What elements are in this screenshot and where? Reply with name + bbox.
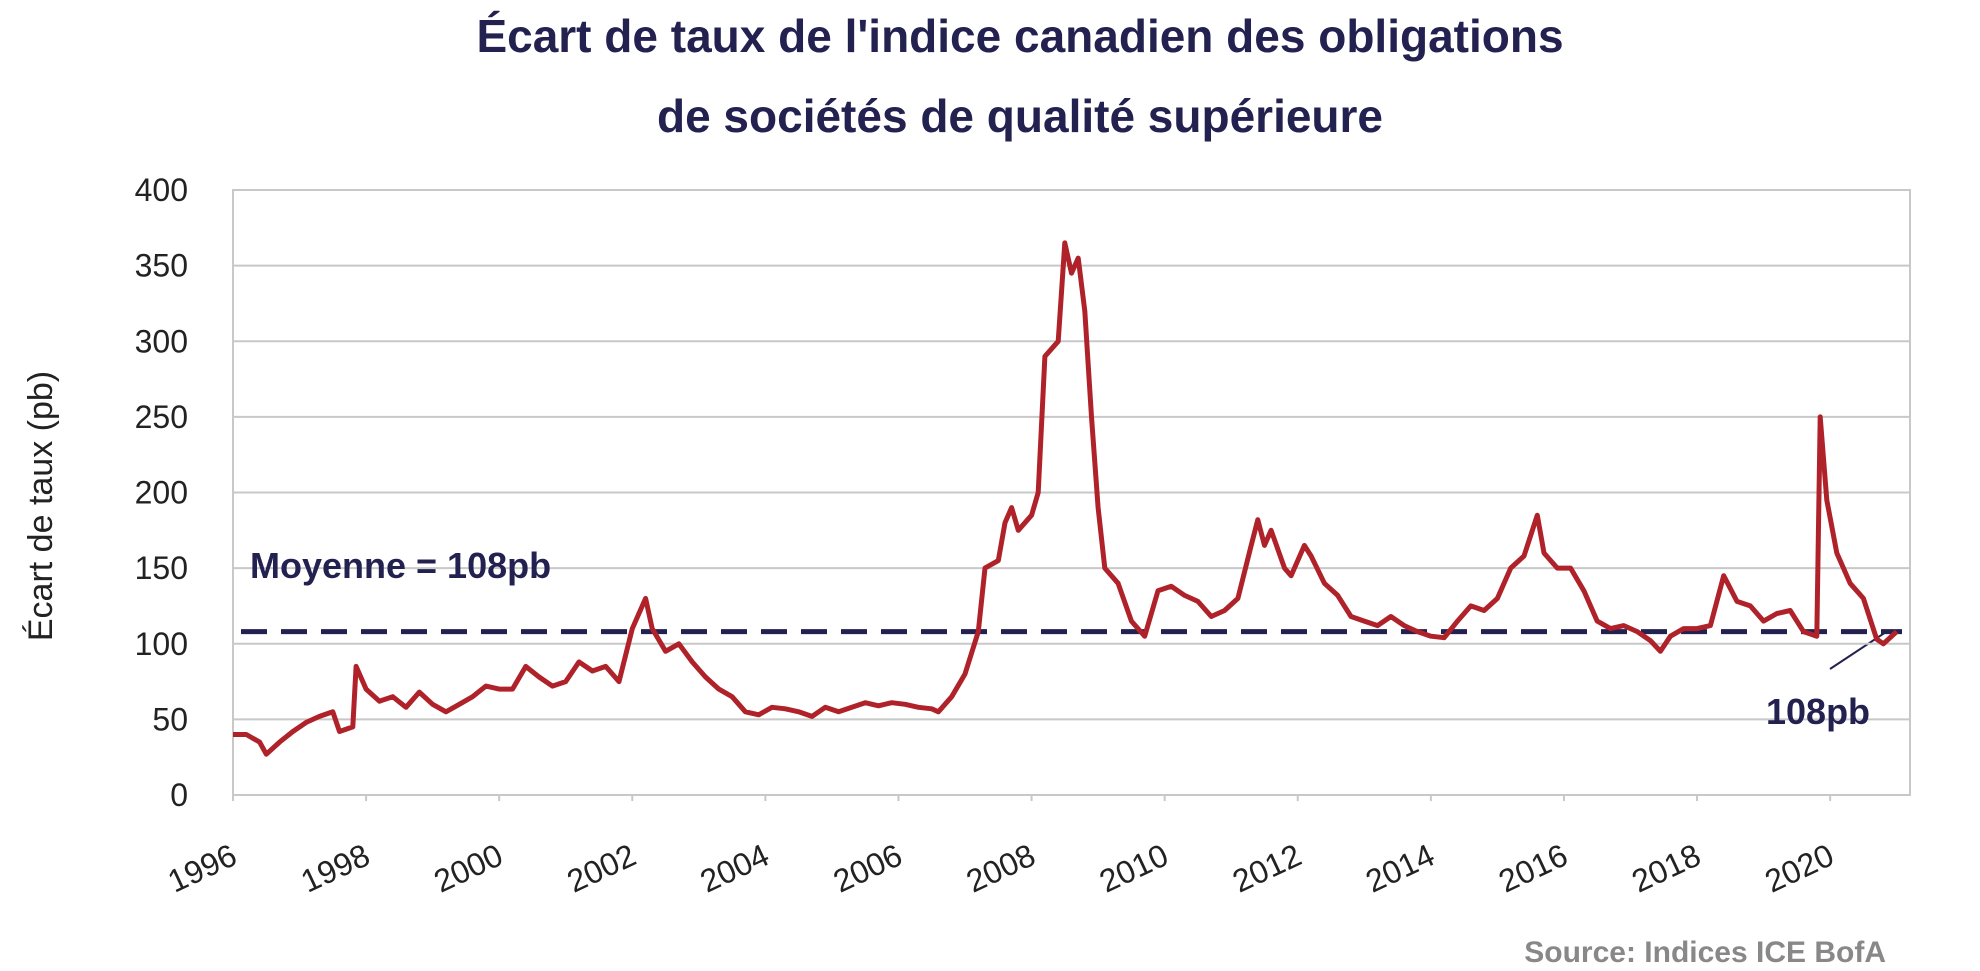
x-tick-label: 2008	[961, 837, 1041, 900]
source: Source: Indices ICE BofA	[1524, 936, 1886, 969]
x-tick-label: 1996	[162, 837, 242, 900]
x-tick-label: 2002	[562, 837, 642, 900]
x-tick-label: 2012	[1227, 837, 1307, 900]
data-line	[233, 240, 1899, 757]
y-tick-label: 0	[170, 777, 188, 813]
x-tick-label: 2016	[1493, 837, 1573, 900]
chart-title: de sociétés de qualité supérieure	[657, 90, 1383, 142]
y-axis-label: Écart de taux (pb)	[22, 371, 60, 641]
y-tick-label: 150	[135, 550, 188, 586]
y-tick-label: 400	[135, 172, 188, 208]
mean-label: Moyenne = 108pb	[250, 545, 551, 586]
y-tick-label: 300	[135, 323, 188, 359]
plot-frame	[232, 189, 1911, 796]
x-tick-label: 2010	[1094, 837, 1174, 900]
y-tick-label: 50	[152, 701, 188, 737]
end-label: 108pb	[1766, 691, 1870, 732]
x-tick-label: 2004	[695, 837, 775, 900]
y-tick-label: 350	[135, 248, 188, 284]
y-tick-label: 250	[135, 399, 188, 435]
x-tick-label: 2020	[1759, 837, 1839, 900]
x-tick-label: 1998	[295, 837, 375, 900]
y-tick-label: 200	[135, 475, 188, 511]
chart-title: Écart de taux de l'indice canadien des o…	[476, 10, 1563, 62]
x-tick-label: 2000	[428, 837, 508, 900]
x-tick-label: 2006	[828, 837, 908, 900]
y-tick-label: 100	[135, 626, 188, 662]
x-tick-label: 2018	[1626, 837, 1706, 900]
x-tick-label: 2014	[1360, 837, 1440, 900]
